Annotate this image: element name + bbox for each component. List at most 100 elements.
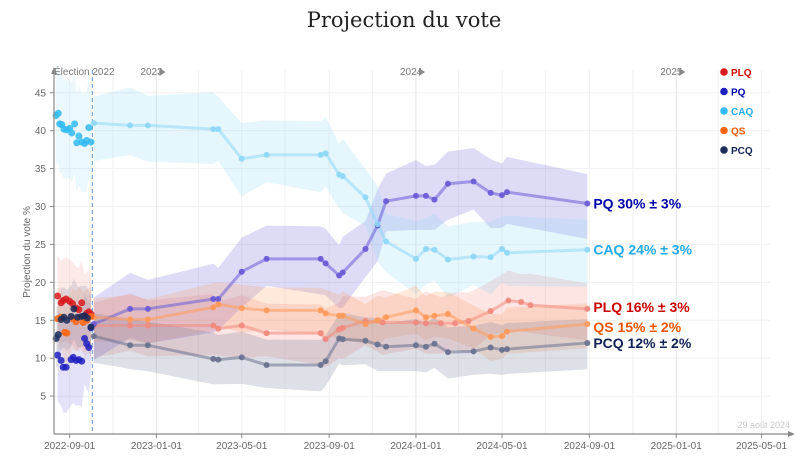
data-point-pcq[interactable] xyxy=(317,361,324,368)
data-point-plq[interactable] xyxy=(263,330,270,337)
legend-item-pcq[interactable]: PCQ xyxy=(720,146,753,157)
data-point-pcq[interactable] xyxy=(238,354,245,361)
data-point-caq[interactable] xyxy=(339,173,346,180)
legend-item-plq[interactable]: PLQ xyxy=(720,68,752,79)
data-point-plq[interactable] xyxy=(518,299,525,306)
poll-point-pcq[interactable] xyxy=(54,331,62,339)
data-point-plq[interactable] xyxy=(215,325,222,332)
data-point-caq[interactable] xyxy=(210,126,217,133)
poll-point-caq[interactable] xyxy=(87,138,95,146)
data-point-qs[interactable] xyxy=(383,314,390,321)
data-point-pcq[interactable] xyxy=(339,336,346,343)
data-point-pq[interactable] xyxy=(127,305,134,312)
legend-item-qs[interactable]: QS xyxy=(720,126,746,137)
data-point-pq[interactable] xyxy=(322,260,329,267)
data-point-qs[interactable] xyxy=(362,321,369,328)
data-point-qs[interactable] xyxy=(444,311,451,318)
data-point-caq[interactable] xyxy=(444,256,451,263)
data-point-plq[interactable] xyxy=(527,302,534,309)
data-point-caq[interactable] xyxy=(263,151,270,158)
data-point-caq[interactable] xyxy=(322,150,329,157)
data-point-caq[interactable] xyxy=(431,246,438,253)
data-point-plq[interactable] xyxy=(505,297,512,304)
data-point-plq[interactable] xyxy=(412,319,419,326)
data-point-pcq[interactable] xyxy=(374,341,381,348)
data-point-qs[interactable] xyxy=(422,314,429,321)
data-point-pq[interactable] xyxy=(412,192,419,199)
poll-point-qs[interactable] xyxy=(63,329,71,337)
data-point-pcq[interactable] xyxy=(487,344,494,351)
data-point-plq[interactable] xyxy=(339,324,346,331)
data-point-qs[interactable] xyxy=(210,304,217,311)
data-point-plq[interactable] xyxy=(322,336,329,343)
data-point-qs[interactable] xyxy=(584,321,591,328)
data-point-qs[interactable] xyxy=(412,307,419,314)
data-point-pcq[interactable] xyxy=(362,337,369,344)
data-point-pcq[interactable] xyxy=(584,340,591,346)
data-point-caq[interactable] xyxy=(215,126,222,133)
data-point-plq[interactable] xyxy=(127,322,134,329)
data-point-plq[interactable] xyxy=(422,320,429,327)
data-point-pcq[interactable] xyxy=(263,361,270,368)
data-point-caq[interactable] xyxy=(412,255,419,262)
data-point-pq[interactable] xyxy=(431,196,438,203)
data-point-caq[interactable] xyxy=(584,246,591,253)
data-point-caq[interactable] xyxy=(238,155,245,162)
poll-point-caq[interactable] xyxy=(75,132,83,140)
data-point-pq[interactable] xyxy=(499,192,505,199)
data-point-plq[interactable] xyxy=(210,322,217,329)
data-point-pcq[interactable] xyxy=(322,358,329,365)
data-point-pq[interactable] xyxy=(383,198,390,205)
data-point-caq[interactable] xyxy=(317,151,324,158)
data-point-pcq[interactable] xyxy=(431,340,438,347)
data-point-caq[interactable] xyxy=(422,245,429,252)
data-point-caq[interactable] xyxy=(499,245,505,252)
poll-point-pcq[interactable] xyxy=(67,312,75,320)
data-point-pcq[interactable] xyxy=(412,342,419,349)
data-point-pcq[interactable] xyxy=(215,356,222,363)
data-point-qs[interactable] xyxy=(238,305,245,312)
poll-point-pq[interactable] xyxy=(81,334,89,342)
data-point-qs[interactable] xyxy=(431,312,438,319)
data-point-plq[interactable] xyxy=(452,320,459,327)
data-point-plq[interactable] xyxy=(465,318,472,325)
data-point-pq[interactable] xyxy=(422,192,429,199)
data-point-plq[interactable] xyxy=(584,305,591,312)
poll-point-pq[interactable] xyxy=(54,351,62,359)
poll-point-pcq[interactable] xyxy=(70,305,78,313)
data-point-plq[interactable] xyxy=(238,322,245,329)
data-point-pq[interactable] xyxy=(317,255,324,262)
poll-point-caq[interactable] xyxy=(54,109,62,117)
data-point-pcq[interactable] xyxy=(127,342,134,349)
data-point-pq[interactable] xyxy=(503,189,510,196)
data-point-plq[interactable] xyxy=(144,322,151,329)
data-point-caq[interactable] xyxy=(374,220,381,227)
poll-point-pq[interactable] xyxy=(85,344,93,352)
data-point-pq[interactable] xyxy=(470,178,477,185)
data-point-pcq[interactable] xyxy=(90,333,97,340)
data-point-caq[interactable] xyxy=(487,254,494,261)
poll-point-pq[interactable] xyxy=(78,357,86,365)
poll-point-caq[interactable] xyxy=(71,120,79,128)
legend-item-caq[interactable]: CAQ xyxy=(720,107,753,118)
data-point-pq[interactable] xyxy=(444,180,451,187)
data-point-caq[interactable] xyxy=(470,253,477,260)
data-point-pcq[interactable] xyxy=(444,349,451,356)
data-point-qs[interactable] xyxy=(144,316,151,323)
poll-point-caq[interactable] xyxy=(68,129,76,137)
data-point-qs[interactable] xyxy=(499,333,505,340)
data-point-caq[interactable] xyxy=(144,122,151,129)
data-point-pcq[interactable] xyxy=(499,346,505,353)
data-point-pq[interactable] xyxy=(210,296,217,303)
data-point-pq[interactable] xyxy=(584,200,591,207)
data-point-pcq[interactable] xyxy=(210,355,217,362)
data-point-caq[interactable] xyxy=(90,120,97,127)
data-point-caq[interactable] xyxy=(127,122,134,129)
data-point-qs[interactable] xyxy=(215,301,222,308)
poll-point-pq[interactable] xyxy=(62,363,70,371)
data-point-qs[interactable] xyxy=(374,317,381,324)
data-point-caq[interactable] xyxy=(383,238,390,245)
data-point-qs[interactable] xyxy=(470,325,477,332)
data-point-pq[interactable] xyxy=(144,305,151,312)
data-point-pq[interactable] xyxy=(263,255,270,262)
